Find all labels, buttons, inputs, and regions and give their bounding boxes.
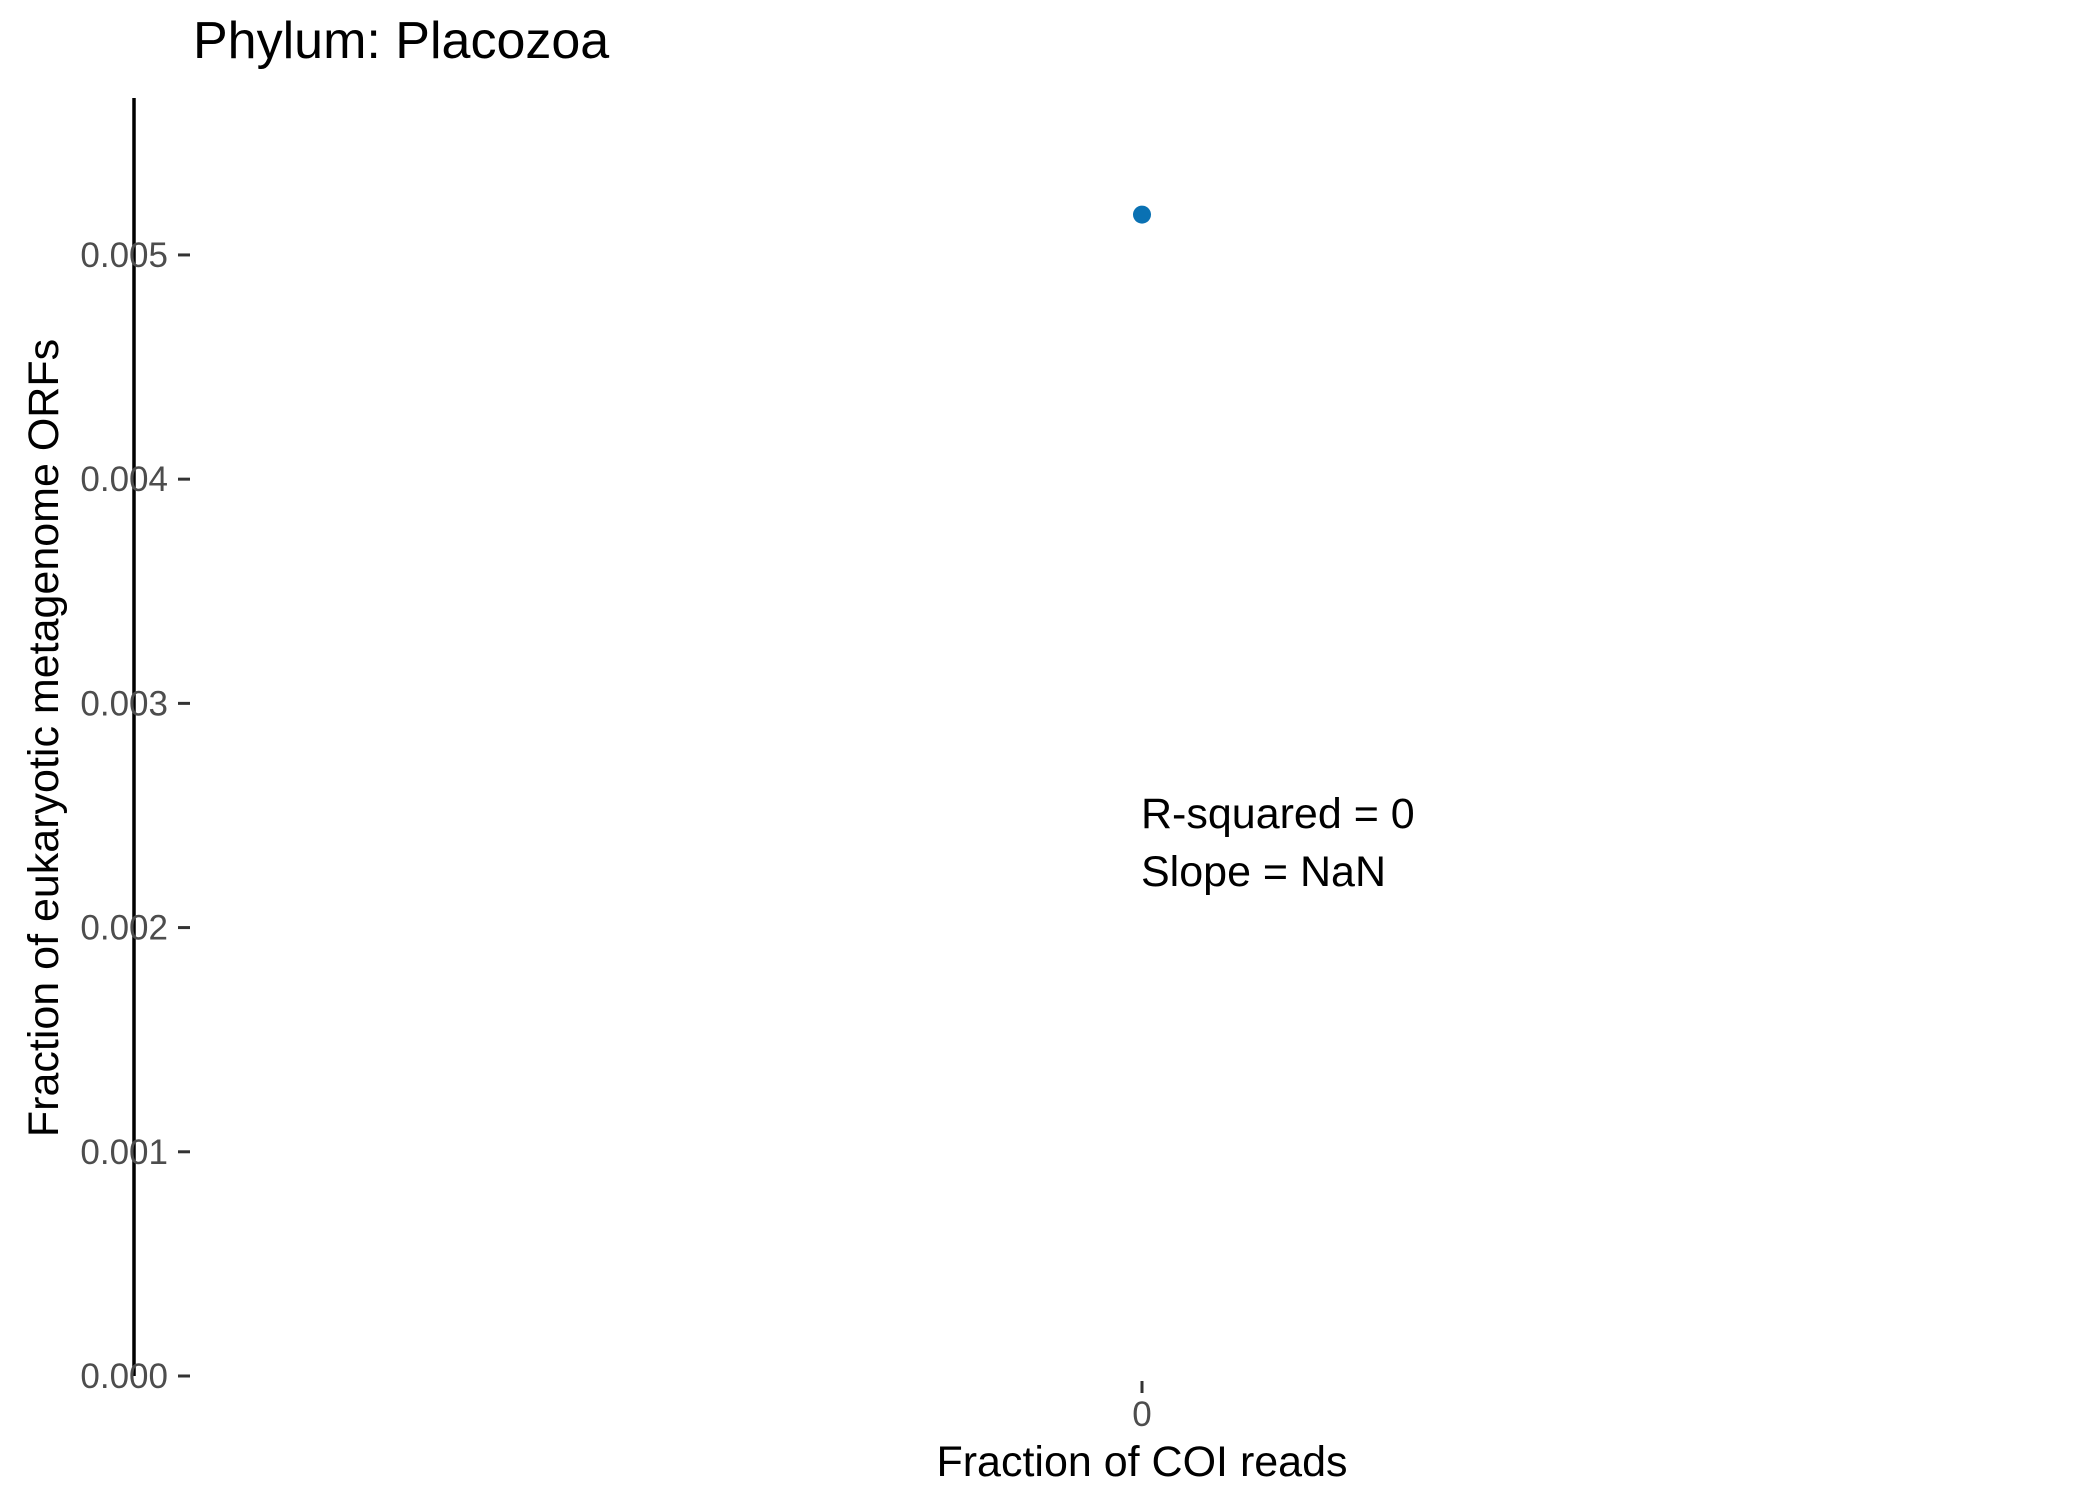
y-tick-label: 0.000 — [80, 1357, 168, 1396]
y-tick-label: 0.002 — [80, 909, 168, 948]
y-axis-label: Fraction of eukaryotic metagenome ORFs — [20, 339, 68, 1137]
y-tick-label: 0.003 — [80, 684, 168, 723]
y-tick-label: 0.001 — [80, 1133, 168, 1172]
data-point — [1133, 205, 1151, 224]
x-axis-label: Fraction of COI reads — [936, 1438, 1347, 1486]
slope-annotation: Slope = NaN — [1141, 848, 1386, 896]
chart-title: Phylum: Placozoa — [193, 12, 609, 70]
x-tick-label: 0 — [1132, 1395, 1151, 1434]
y-tick-label: 0.005 — [80, 236, 168, 275]
y-tick-label: 0.004 — [80, 460, 168, 499]
x-axis-ticks: 0 — [1132, 1381, 1152, 1434]
y-axis-ticks: 0.000 0.001 0.002 0.003 0.004 0.005 — [80, 236, 190, 1396]
r-squared-annotation: R-squared = 0 — [1141, 790, 1415, 838]
data-points — [1133, 205, 1151, 224]
